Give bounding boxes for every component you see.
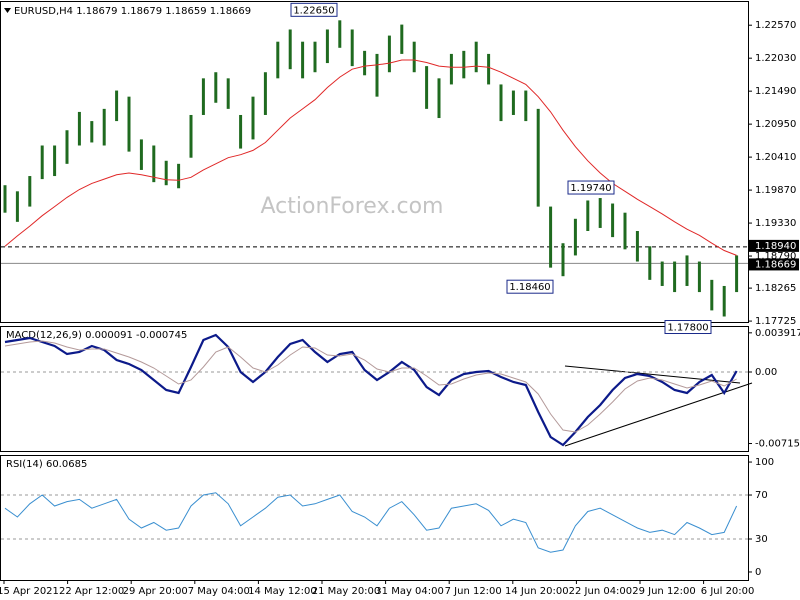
trend-line [564, 382, 753, 447]
menu-triangle [4, 8, 11, 13]
y-tick-label: 1.17725 [755, 316, 796, 327]
annotation-label: 1.18460 [509, 282, 550, 293]
annotation-box [290, 2, 338, 17]
series-line [4, 340, 737, 433]
annotation-label: 1.22650 [293, 5, 334, 16]
y-tick-label: 1.18790 [755, 251, 796, 262]
series-line [4, 59, 737, 256]
y-tick-label: 1.19330 [755, 218, 796, 229]
x-tick-label: 29 Apr 20:00 [123, 586, 188, 597]
y-tick-label: 1.21490 [755, 86, 796, 97]
annotation-label: 1.17800 [667, 323, 708, 334]
macd-panel [0, 326, 749, 452]
x-tick-label: 31 May 04:00 [375, 586, 444, 597]
y-tick-label: 0.003917 [755, 328, 800, 339]
price-label: 1.18940 [755, 241, 796, 252]
annotation-box [664, 320, 712, 335]
y-tick-label: 1.18265 [755, 283, 796, 294]
y-tick-label: 70 [755, 490, 768, 501]
rsi-title: RSI(14) 60.0685 [6, 459, 87, 470]
y-tick-label: 1.20950 [755, 119, 796, 130]
price-label: 1.18669 [755, 259, 796, 270]
y-tick-label: 0.00 [755, 367, 777, 378]
x-tick-label: 14 May 12:00 [248, 586, 317, 597]
rsi-panel [0, 455, 749, 581]
x-tick-label: 22 Jun 04:00 [569, 586, 633, 597]
chart-title: EURUSD,H4 1.18679 1.18679 1.18659 1.1866… [14, 6, 251, 17]
annotation-label: 1.19740 [570, 183, 611, 194]
y-tick-label: 1.19870 [755, 185, 796, 196]
x-tick-label: 22 Apr 12:00 [59, 586, 124, 597]
y-tick-label: 1.22030 [755, 53, 796, 64]
macd-title: MACD(12,26,9) 0.000091 -0.000745 [6, 330, 187, 341]
x-tick-label: 21 May 20:00 [312, 586, 381, 597]
y-tick-label: 30 [755, 534, 768, 545]
y-tick-label: 100 [755, 457, 774, 468]
x-tick-label: 15 Apr 2021 [0, 586, 59, 597]
y-tick-label: -0.007152 [755, 439, 800, 450]
price-label-box [749, 258, 799, 271]
watermark: ActionForex.com [261, 194, 444, 219]
price-panel [0, 1, 749, 323]
price-label-box [749, 239, 799, 252]
x-tick-label: 29 Jun 12:00 [632, 586, 696, 597]
x-tick-label: 14 Jun 20:00 [505, 586, 569, 597]
annotation-box [567, 180, 615, 195]
trend-line [564, 365, 741, 384]
y-tick-label: 0 [755, 567, 761, 578]
series-line [4, 333, 738, 447]
x-tick-label: 6 Jul 20:00 [701, 586, 755, 597]
annotation-box [506, 279, 554, 294]
series-line [4, 492, 738, 553]
y-tick-label: 1.22570 [755, 20, 796, 31]
x-tick-label: 7 May 04:00 [188, 586, 250, 597]
y-tick-label: 1.20410 [755, 152, 796, 163]
x-tick-label: 7 Jun 12:00 [445, 586, 502, 597]
